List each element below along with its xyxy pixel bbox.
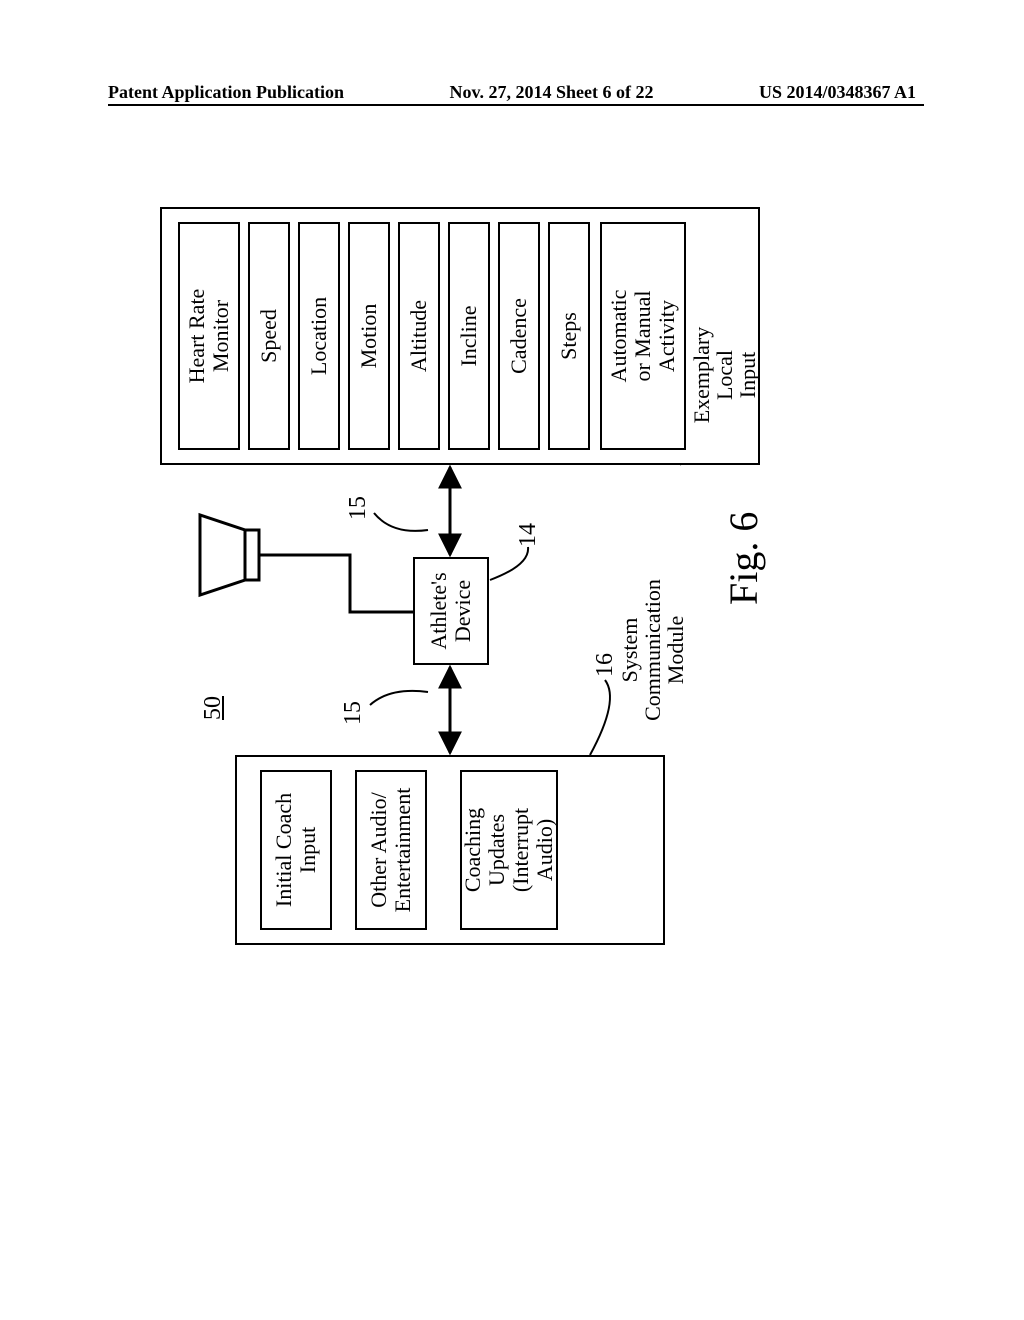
local-input-label: Speed: [257, 309, 281, 363]
header-right: US 2014/0348367 A1: [759, 82, 916, 103]
local-input-steps: Steps: [548, 222, 590, 450]
local-input-motion: Motion: [348, 222, 390, 450]
local-input-cadence: Cadence: [498, 222, 540, 450]
comm-item-label: Coaching Updates (Interrupt Audio): [461, 776, 558, 924]
comm-item-initial-coach: Initial Coach Input: [260, 770, 332, 930]
local-input-caption: Exemplary Local Input: [690, 305, 759, 445]
comm-item-label: Other Audio/ Entertainment: [367, 788, 415, 913]
athletes-device-box: Athlete's Device: [413, 557, 489, 665]
local-input-incline: Incline: [448, 222, 490, 450]
patent-header: Patent Application Publication Nov. 27, …: [108, 82, 916, 103]
local-input-altitude: Altitude: [398, 222, 440, 450]
ref-50: 50: [200, 696, 227, 720]
comm-module-label: System Communication Module: [618, 565, 687, 735]
local-input-label: Cadence: [507, 298, 531, 374]
speaker-icon: [200, 515, 259, 595]
comm-item-coaching-updates: Coaching Updates (Interrupt Audio): [460, 770, 558, 930]
figure-6-diagram: Initial Coach Input Other Audio/ Enterta…: [160, 205, 880, 945]
local-input-label: Location: [307, 297, 331, 375]
figure-label: Fig. 6: [720, 512, 767, 605]
local-input-label: Altitude: [407, 300, 431, 372]
header-center: Nov. 27, 2014 Sheet 6 of 22: [450, 82, 654, 103]
local-input-label: Incline: [457, 305, 481, 366]
header-rule: [108, 104, 924, 106]
local-input-label: Steps: [557, 312, 581, 360]
athletes-device-label: Athlete's Device: [427, 572, 475, 649]
ref-15-right: 15: [345, 496, 372, 520]
comm-item-other-audio: Other Audio/ Entertainment: [355, 770, 427, 930]
comm-item-label: Initial Coach Input: [272, 793, 320, 907]
local-input-speed: Speed: [248, 222, 290, 450]
header-left: Patent Application Publication: [108, 82, 344, 103]
ref-15-left: 15: [340, 701, 367, 725]
ref-14: 14: [515, 523, 542, 547]
local-input-label: Motion: [357, 304, 381, 369]
local-input-label: Automatic or Manual Activity: [607, 290, 680, 383]
ref-16: 16: [592, 653, 619, 677]
local-input-activity: Automatic or Manual Activity: [600, 222, 686, 450]
local-input-location: Location: [298, 222, 340, 450]
local-input-label: Heart Rate Monitor: [185, 289, 233, 384]
local-input-heart-rate: Heart Rate Monitor: [178, 222, 240, 450]
